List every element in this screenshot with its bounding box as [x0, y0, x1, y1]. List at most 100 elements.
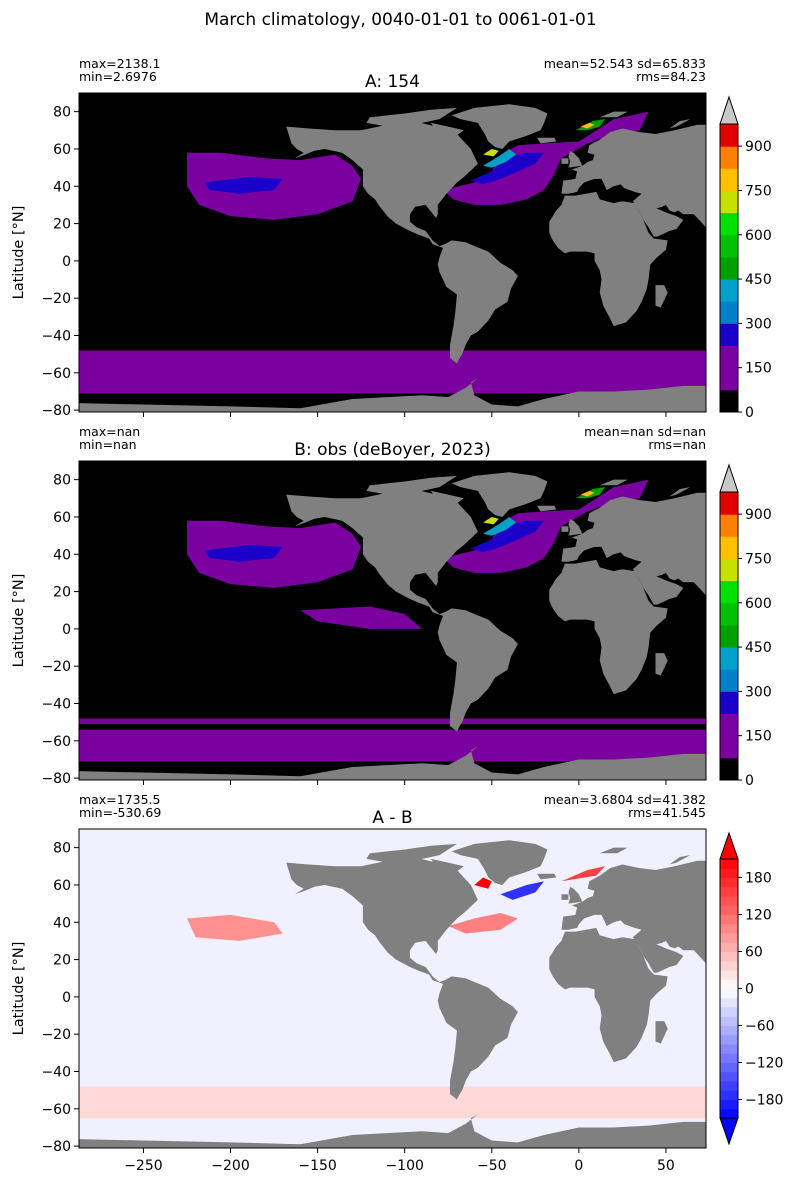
- stat-rms: rms=41.545: [628, 805, 706, 820]
- colorbar-tick-label: 900: [745, 139, 772, 155]
- labrador-core: [483, 148, 499, 157]
- colorbar-tick-label: 180: [745, 871, 772, 887]
- colorbar-segment: [720, 757, 738, 781]
- ytick-label: −60: [41, 366, 71, 382]
- colorbar-segment: [720, 647, 738, 670]
- xtick-label: −150: [298, 1158, 336, 1174]
- colorbar-segment: [720, 1090, 738, 1100]
- colorbar-segment: [720, 367, 738, 391]
- colorbar-tick-label: 900: [745, 507, 772, 523]
- colorbar-segment: [720, 301, 738, 324]
- colorbar-tick-label: 450: [745, 272, 772, 288]
- colorbar-segment: [720, 1108, 738, 1119]
- colorbar-segment: [720, 923, 738, 934]
- xtick-label: 50: [657, 1158, 675, 1174]
- colorbar-segment: [720, 602, 738, 626]
- colorbar-extend-max: [719, 463, 739, 493]
- colorbar-segment: [720, 933, 738, 943]
- north-atlantic-mld: [443, 111, 649, 205]
- ylabel: Latitude [°N]: [11, 942, 27, 1036]
- southern-positive-band: [79, 1086, 706, 1119]
- colorbar-segment: [720, 580, 738, 604]
- north-pacific-deep: [204, 176, 283, 194]
- labrador-core: [483, 516, 499, 525]
- colorbar-segment: [720, 960, 738, 971]
- colorbar-segment: [720, 713, 738, 737]
- ytick-label: −20: [41, 659, 71, 675]
- colorbar-tick-label: 150: [745, 361, 772, 377]
- colorbar-segment: [720, 389, 738, 413]
- north-pacific-positive: [186, 914, 283, 941]
- stat-rms: rms=nan: [648, 437, 706, 452]
- colorbar-segment: [720, 536, 738, 559]
- ytick-label: 0: [62, 990, 71, 1006]
- north-atlantic-mld: [443, 479, 649, 573]
- xtick-label: −250: [124, 1158, 162, 1174]
- ytick-label: −80: [41, 771, 71, 787]
- colorbar-tick-label: 150: [745, 729, 772, 745]
- ytick-label: 60: [53, 142, 71, 158]
- colorbar-segment: [720, 896, 738, 906]
- ylabel: Latitude [°N]: [11, 574, 27, 668]
- ytick-label: −60: [41, 734, 71, 750]
- tropical-pacific: [300, 238, 423, 261]
- colorbar-segment: [720, 868, 738, 878]
- colorbar-segment: [720, 886, 738, 897]
- southern-ocean-band: [79, 350, 706, 394]
- ytick-label: −20: [41, 291, 71, 307]
- southern-ocean-gap: [79, 724, 706, 730]
- colorbar-segment: [720, 1044, 738, 1054]
- colorbar-tick-label: 0: [745, 405, 754, 421]
- colorbar-segment: [720, 624, 738, 648]
- ytick-label: 80: [53, 473, 71, 489]
- ytick-label: −60: [41, 1102, 71, 1118]
- colorbar-segment: [720, 877, 738, 888]
- colorbar: −180 −120 −60 0 60 120 180: [719, 831, 783, 1146]
- colorbar-segment: [720, 124, 738, 147]
- colorbar-segment: [720, 558, 738, 582]
- figure-suptitle: March climatology, 0040-01-01 to 0061-01…: [204, 10, 596, 30]
- north-atlantic-deep: [470, 152, 545, 185]
- north-pacific-deep: [204, 544, 283, 562]
- map-area: [79, 93, 706, 412]
- colorbar-segment: [720, 323, 738, 347]
- colorbar-segment: [720, 256, 738, 280]
- colorbar-segment: [720, 669, 738, 692]
- colorbar-segment: [720, 1016, 738, 1026]
- stat-max: max=2138.1: [79, 56, 160, 71]
- nordic-core: [580, 122, 595, 129]
- colorbar-tick-label: 0: [745, 982, 754, 998]
- colorbar-segment: [720, 1099, 738, 1110]
- colorbar-segment: [720, 979, 738, 989]
- stat-min: min=-530.69: [79, 805, 161, 820]
- ytick-label: 20: [53, 217, 71, 233]
- colorbar-segment: [720, 1062, 738, 1073]
- ytick-label: 80: [53, 105, 71, 121]
- ytick-label: 40: [53, 179, 71, 195]
- panel-title: A: 154: [365, 72, 420, 92]
- colorbar-segment: [720, 146, 738, 169]
- colorbar-tick-label: 0: [745, 773, 754, 789]
- colorbar-segment: [720, 1071, 738, 1082]
- colorbar-segment: [720, 1025, 738, 1036]
- colorbar-tick-label: 60: [745, 945, 763, 961]
- colorbar-tick-label: −180: [745, 1093, 783, 1109]
- colorbar-segment: [720, 234, 738, 258]
- labrador-sea: [483, 148, 517, 168]
- colorbar-tick-label: 120: [745, 908, 772, 924]
- stat-mean-sd: mean=52.543 sd=65.833: [544, 56, 706, 71]
- ytick-label: 0: [62, 254, 71, 270]
- ytick-label: 60: [53, 510, 71, 526]
- north-atlantic-deep: [470, 520, 545, 553]
- colorbar-tick-label: 450: [745, 640, 772, 656]
- xtick-label: −200: [211, 1158, 249, 1174]
- map-area: [79, 829, 706, 1148]
- colorbar: 0 150 300 450 600 750 900: [719, 463, 772, 789]
- ytick-label: 60: [53, 878, 71, 894]
- labrador-sea: [483, 516, 517, 536]
- colorbar-tick-label: 750: [745, 551, 772, 567]
- colorbar-segment: [720, 279, 738, 302]
